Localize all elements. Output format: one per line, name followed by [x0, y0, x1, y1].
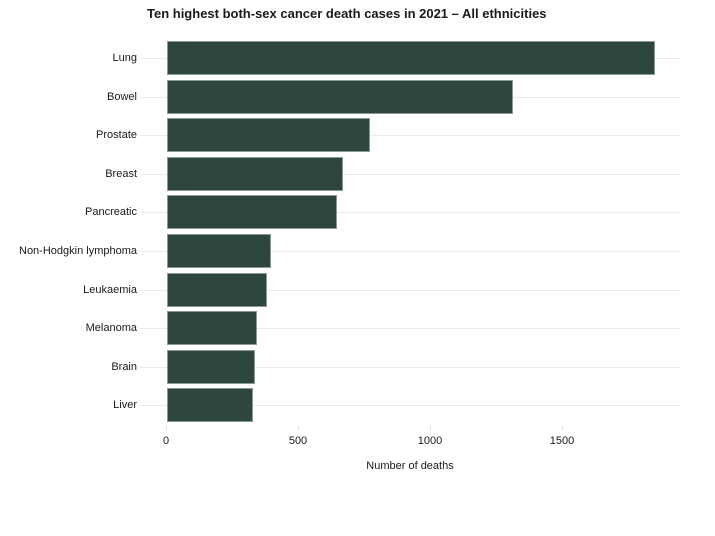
x-tick: [166, 425, 167, 430]
bar-liver: [167, 388, 254, 423]
y-category-label: Breast: [105, 167, 137, 180]
y-gridline: [140, 212, 680, 213]
y-category-label: Leukaemia: [83, 283, 137, 296]
bar-melanoma: [167, 311, 258, 346]
y-gridline: [140, 174, 680, 175]
x-tick: [562, 425, 563, 430]
x-tick-label: 1500: [549, 435, 575, 447]
y-gridline: [140, 135, 680, 136]
x-tick-label: 500: [288, 435, 308, 447]
y-category-label: Prostate: [96, 129, 137, 142]
bar-non-hodgkin-lymphoma: [167, 234, 271, 268]
y-category-label: Brain: [111, 360, 137, 373]
bar-prostate: [167, 118, 370, 153]
x-axis-label: Number of deaths: [366, 460, 454, 472]
y-category-label: Non-Hodgkin lymphoma: [19, 245, 137, 257]
x-tick-label: 0: [162, 435, 170, 447]
y-gridline: [140, 405, 680, 406]
x-tick: [430, 425, 431, 430]
y-category-label: Pancreatic: [85, 206, 137, 219]
y-category-label: Liver: [113, 399, 137, 412]
x-tick: [298, 425, 299, 430]
bar-brain: [167, 349, 255, 384]
bar-lung: [167, 41, 655, 75]
y-category-label: Melanoma: [85, 322, 137, 335]
y-gridline: [140, 251, 680, 252]
y-gridline: [140, 290, 680, 291]
y-gridline: [140, 328, 680, 329]
x-tick-label: 1000: [417, 435, 443, 447]
bar-bowel: [167, 79, 514, 114]
bar-breast: [167, 156, 344, 191]
y-gridline: [140, 367, 680, 368]
bar-pancreatic: [167, 195, 337, 230]
bar-leukaemia: [167, 272, 268, 307]
chart-title: Ten highest both-sex cancer death cases …: [147, 6, 547, 21]
y-category-label: Lung: [112, 52, 137, 64]
y-category-label: Bowel: [107, 90, 137, 103]
